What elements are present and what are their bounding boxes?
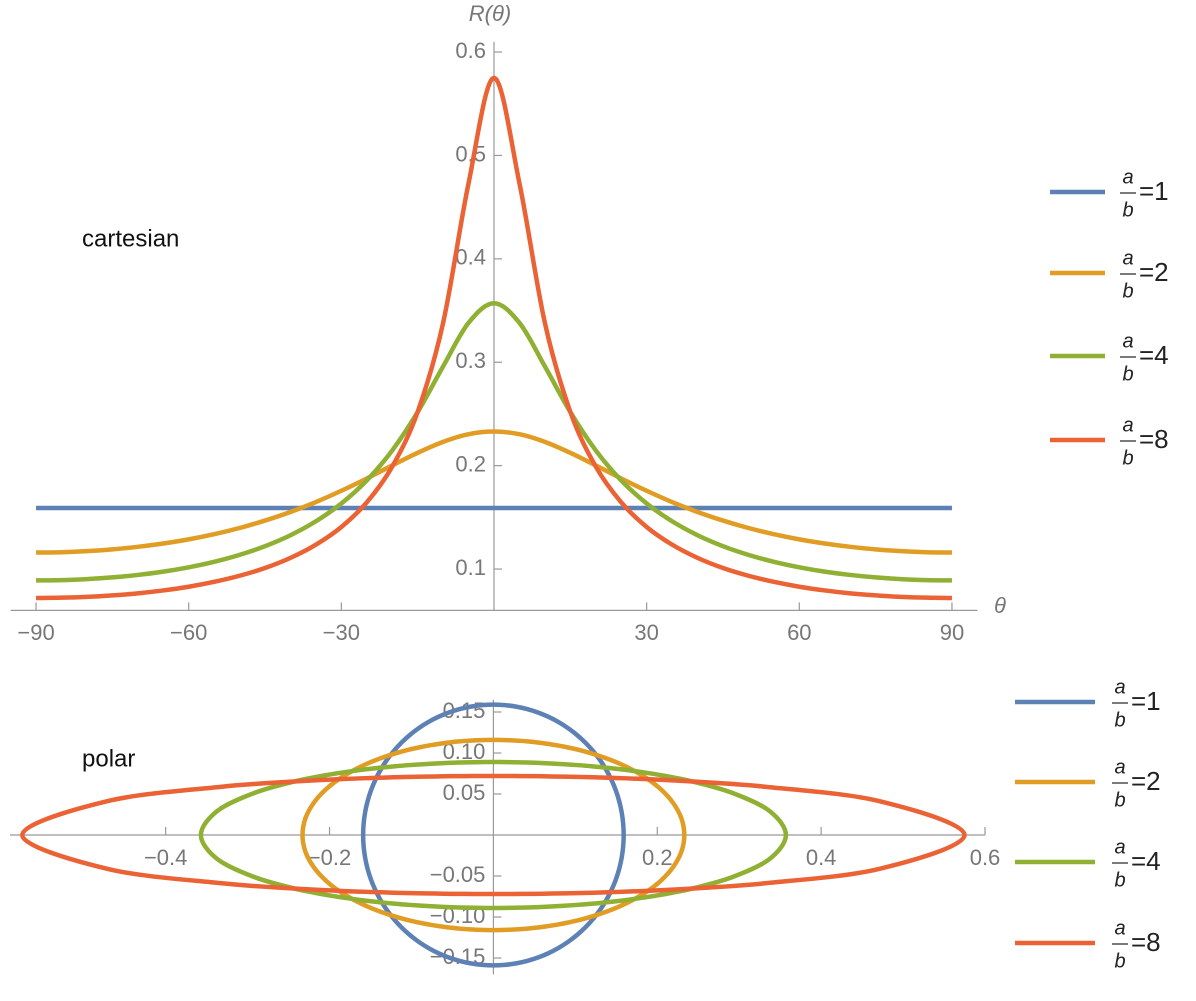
x-tick-label: −60 [170, 620, 207, 645]
legend-entry: ab =1 [1015, 676, 1161, 731]
annotation: cartesian [82, 225, 179, 252]
legend-label: =1 [1139, 176, 1169, 206]
x-tick-label: −0.4 [144, 845, 187, 870]
legend-numerator: a [1122, 247, 1133, 269]
legend-numerator: a [1122, 330, 1133, 352]
legend-entry: ab =8 [1015, 917, 1161, 972]
series-line [36, 75, 952, 601]
legend-numerator: a [1114, 756, 1125, 778]
legend-denominator: b [1114, 789, 1125, 811]
legend-denominator: b [1114, 950, 1125, 972]
x-tick-label: 60 [787, 620, 811, 645]
x-tick-label: 30 [634, 620, 658, 645]
legend-entry: ab =8 [1050, 414, 1169, 469]
legend-label: =8 [1131, 927, 1161, 957]
y-tick-label: 0.6 [455, 38, 486, 63]
legend-denominator: b [1122, 199, 1133, 221]
y-axis-label: R(θ) [469, 1, 511, 26]
series-line [36, 301, 952, 583]
legend-entry: ab =2 [1015, 756, 1161, 811]
x-tick-label: −30 [323, 620, 360, 645]
polar-curve [360, 702, 626, 968]
legend-entry: ab =4 [1050, 330, 1169, 385]
legend-denominator: b [1122, 280, 1133, 302]
legend-numerator: a [1122, 414, 1133, 436]
legend-label: =4 [1139, 340, 1169, 370]
y-tick-label: 0.1 [455, 555, 486, 580]
x-tick-label: −90 [17, 620, 54, 645]
x-tick-label: 0.4 [806, 845, 837, 870]
legend-denominator: b [1114, 709, 1125, 731]
x-tick-label: 90 [940, 620, 964, 645]
legend-entry: ab =1 [1050, 166, 1169, 221]
y-tick-label: 0.05 [443, 780, 486, 805]
legend-label: =1 [1131, 686, 1161, 716]
annotation: polar [82, 745, 135, 772]
legend-label: =2 [1131, 766, 1161, 796]
polar-curve [198, 759, 789, 911]
y-tick-label: 0.4 [455, 245, 486, 270]
legend-numerator: a [1114, 676, 1125, 698]
polar-curve [20, 773, 967, 897]
legend-label: =4 [1131, 846, 1161, 876]
legend-numerator: a [1114, 917, 1125, 939]
x-tick-label: 0.6 [970, 845, 1001, 870]
legend-entry: ab =2 [1050, 247, 1169, 302]
series-line [36, 429, 952, 555]
legend-numerator: a [1122, 166, 1133, 188]
y-tick-label: 0.2 [455, 451, 486, 476]
legend-entry: ab =4 [1015, 836, 1161, 891]
y-tick-label: −0.05 [430, 862, 486, 887]
x-axis-label: θ [994, 593, 1006, 618]
y-tick-label: 0.3 [455, 348, 486, 373]
legend-numerator: a [1114, 836, 1125, 858]
legend-denominator: b [1122, 447, 1133, 469]
x-tick-label: 0.2 [642, 845, 673, 870]
legend-denominator: b [1122, 363, 1133, 385]
legend-label: =8 [1139, 424, 1169, 454]
legend-denominator: b [1114, 869, 1125, 891]
polar-curve [300, 737, 687, 933]
legend-label: =2 [1139, 257, 1169, 287]
